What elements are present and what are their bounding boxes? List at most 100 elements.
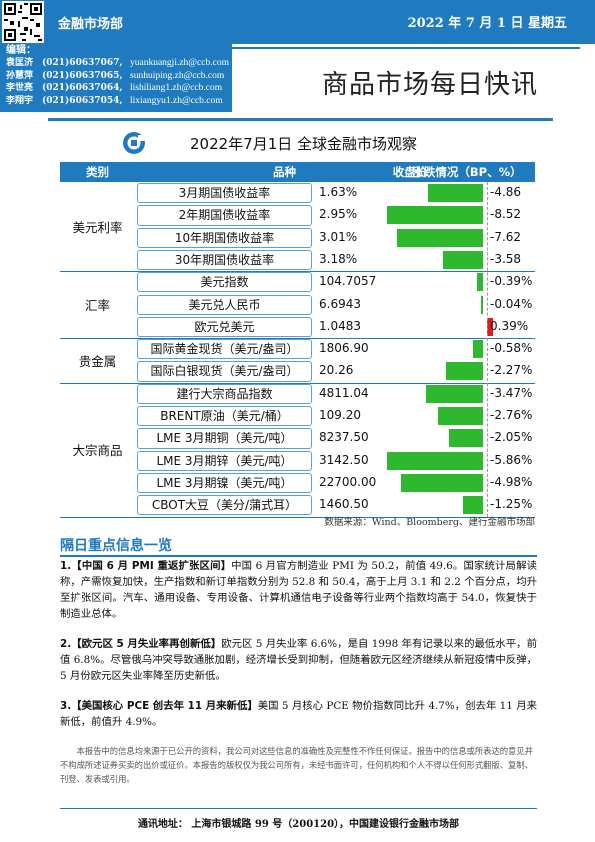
instrument-name: 美元指数 bbox=[137, 272, 312, 293]
editor-row: 袁匡济 (021)60637067, yuankuangji.zh@ccb.com bbox=[6, 57, 229, 70]
close-value: 20.26 bbox=[319, 363, 354, 378]
close-value: 2.95% bbox=[319, 207, 358, 222]
market-row: 美元指数 104.7057 -0.39% bbox=[135, 271, 535, 293]
market-row: 国际黄金现货（美元/盎司） 1806.90 -0.58% bbox=[135, 338, 535, 360]
editor-name: 李翔宇 bbox=[6, 95, 34, 106]
editor-email[interactable]: sunhuiping.zh@ccb.com bbox=[130, 70, 225, 81]
market-row: 10年期国债收益率 3.01% -7.62 bbox=[135, 227, 535, 249]
close-value: 3142.50 bbox=[319, 452, 369, 467]
market-row: 美元兑人民币 6.6943 -0.04% bbox=[135, 294, 535, 316]
instrument-name: 国际白银现货（美元/盎司） bbox=[137, 361, 312, 382]
editor-row: 李翔宇 (021)60637054, lixiangyu1.zh@ccb.com bbox=[6, 95, 226, 108]
change-value: -3.47% bbox=[490, 385, 533, 400]
change-value: -0.39% bbox=[490, 274, 533, 289]
instrument-name: LME 3月期铜（美元/吨） bbox=[137, 428, 312, 449]
column-header-item: 品种 bbox=[273, 165, 296, 179]
market-row: 2年期国债收益率 2.95% -8.52 bbox=[135, 204, 535, 226]
change-value: -7.62 bbox=[490, 229, 522, 244]
close-value: 1460.50 bbox=[319, 497, 369, 512]
news-item: 2.【欧元区 5 月失业率再创新低】欧元区 5 月失业率 6.6%，是自 199… bbox=[60, 636, 537, 684]
editor-email[interactable]: lishiliang1.zh@ccb.com bbox=[130, 83, 223, 93]
column-header-change: 涨跌情况（BP、%） bbox=[412, 165, 522, 179]
change-bar-down bbox=[428, 184, 483, 202]
market-row: LME 3月期铜（美元/吨） 8237.50 -2.05% bbox=[135, 427, 535, 449]
news-heading: 隔日重点信息一览 bbox=[60, 538, 172, 554]
market-row: 欧元兑美元 1.0483 0.39% bbox=[135, 316, 535, 338]
news-item-title: 2.【欧元区 5 月失业率再创新低】 bbox=[60, 638, 222, 650]
change-value: -0.04% bbox=[490, 296, 533, 311]
change-value: 0.39% bbox=[490, 318, 529, 333]
close-value: 8237.50 bbox=[319, 430, 369, 445]
change-value: -5.86% bbox=[490, 452, 533, 467]
close-value: 3.01% bbox=[319, 229, 358, 244]
column-header-category: 类别 bbox=[86, 165, 109, 179]
editor-name: 袁匡济 bbox=[6, 58, 34, 68]
market-row: LME 3月期镍（美元/吨） 22700.00 -4.98% bbox=[135, 472, 535, 494]
news-item-body: 中国 6 月官方制造业 PMI 为 50.2，前值 49.6。国家统计局解读称，… bbox=[60, 560, 537, 620]
editor-phone: (021)60637064, bbox=[42, 83, 123, 93]
market-row: BRENT原油（美元/桶） 109.20 -2.76% bbox=[135, 405, 535, 427]
ccb-logo-icon bbox=[122, 131, 146, 155]
instrument-name: 3月期国债收益率 bbox=[137, 183, 312, 204]
change-value: -2.76% bbox=[490, 408, 533, 422]
instrument-name: BRENT原油（美元/桶） bbox=[137, 406, 312, 427]
editor-email[interactable]: yuankuangji.zh@ccb.com bbox=[130, 58, 229, 68]
market-table-title: 2022年7月1日 全球金融市场观察 bbox=[190, 135, 418, 153]
market-row: 建行大宗商品指数 4811.04 -3.47% bbox=[135, 383, 535, 405]
editor-email[interactable]: lixiangyu1.zh@ccb.com bbox=[130, 95, 223, 106]
change-value: -2.05% bbox=[490, 430, 533, 445]
close-value: 109.20 bbox=[319, 408, 361, 422]
change-bar-down bbox=[449, 429, 483, 448]
report-date: 2022 年 7 月 1 日 星期五 bbox=[407, 16, 567, 31]
editor-row: 李世亮 (021)60637064, lishiliang1.zh@ccb.com bbox=[6, 82, 226, 95]
editors-title: 编辑： bbox=[6, 45, 36, 56]
news-item-title: 3.【美国核心 PCE 创去年 11 月来新低】 bbox=[60, 700, 258, 712]
category-label: 贵金属 bbox=[78, 353, 117, 369]
change-bar-down bbox=[442, 250, 483, 269]
zero-axis bbox=[487, 182, 488, 517]
category-label: 美元利率 bbox=[72, 220, 123, 236]
market-row: 3月期国债收益率 1.63% -4.86 bbox=[135, 182, 535, 204]
close-value: 104.7057 bbox=[319, 274, 377, 289]
close-value: 1.0483 bbox=[319, 318, 361, 333]
change-bar-down bbox=[437, 407, 483, 425]
disclaimer: 本报告中的信息均来源于已公开的资料，我公司对这些信息的准确性及完整性不作任何保证… bbox=[60, 746, 533, 784]
header-bar: 金融市场部 2022 年 7 月 1 日 星期五 bbox=[0, 0, 595, 44]
group-separator bbox=[60, 338, 535, 340]
change-bar-down bbox=[481, 295, 483, 314]
footer-address: 通讯地址： 上海市银城路 99 号（200120），中国建设银行金融市场部 bbox=[60, 808, 537, 830]
market-row: 30年期国债收益率 3.18% -3.58 bbox=[135, 249, 535, 271]
qr-code-icon bbox=[2, 1, 44, 43]
change-bar-down bbox=[473, 340, 483, 359]
table-bottom-rule bbox=[60, 516, 535, 518]
change-bar-down bbox=[401, 473, 483, 492]
instrument-name: CBOT大豆（美分/蒲式耳） bbox=[137, 495, 312, 516]
market-row: CBOT大豆（美分/蒲式耳） 1460.50 -1.25% bbox=[135, 494, 535, 516]
group-separator bbox=[60, 271, 535, 273]
news-item-title: 1.【中国 6 月 PMI 重返扩张区间】 bbox=[60, 560, 232, 572]
group-separator bbox=[60, 382, 535, 384]
report-title: 商品市场每日快讯 bbox=[321, 70, 538, 100]
editor-row: 孙慧萍 (021)60637065, sunhuiping.zh@ccb.com bbox=[6, 70, 226, 83]
news-item-body: 欧元区 5 月失业率 6.6%，是自 1998 年有记录以来的最低水平，前值 6… bbox=[60, 638, 537, 682]
change-bar-down bbox=[387, 451, 483, 470]
instrument-name: 建行大宗商品指数 bbox=[137, 383, 312, 404]
editor-name: 李世亮 bbox=[6, 83, 34, 93]
title-rule bbox=[232, 47, 580, 49]
change-bar-down bbox=[426, 384, 483, 403]
column-header-close: 收盘价 bbox=[392, 165, 428, 179]
section-divider bbox=[48, 118, 553, 121]
market-table-header: 类别 品种 收盘价 涨跌情况（BP、%） bbox=[60, 162, 535, 182]
instrument-name: 2年期国债收益率 bbox=[137, 205, 312, 226]
change-value: -0.58% bbox=[490, 341, 533, 356]
close-value: 6.6943 bbox=[319, 296, 361, 311]
instrument-name: LME 3月期锌（美元/吨） bbox=[137, 450, 312, 471]
change-value: -4.86 bbox=[490, 185, 522, 199]
close-value: 1806.90 bbox=[319, 341, 369, 356]
instrument-name: 30年期国债收益率 bbox=[137, 249, 312, 271]
close-value: 4811.04 bbox=[319, 385, 369, 400]
change-bar-down bbox=[387, 206, 483, 225]
instrument-name: 欧元兑美元 bbox=[137, 316, 312, 338]
category-label: 大宗商品 bbox=[72, 443, 123, 459]
